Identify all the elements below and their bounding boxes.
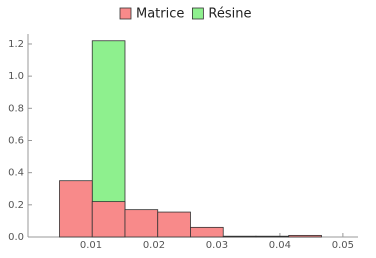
y-tick-label: 0.6 (8, 135, 24, 146)
x-tick-label: 0.05 (332, 240, 354, 251)
y-tick-label: 0.4 (8, 168, 24, 179)
bar (157, 211, 191, 238)
y-tick-label: 0.2 (8, 200, 24, 211)
y-tick-label: 1.0 (8, 71, 24, 82)
bar (222, 235, 257, 238)
bar (288, 234, 322, 238)
bar (190, 226, 224, 238)
x-tick-label: 0.02 (143, 240, 165, 251)
legend-swatch (119, 7, 132, 20)
x-tick-label: 0.04 (269, 240, 291, 251)
bar (255, 235, 290, 238)
bar (91, 201, 126, 238)
legend-label: Matrice (136, 7, 184, 22)
y-tick-label: 0.0 (8, 232, 24, 243)
legend: Matrice Résine (119, 7, 251, 22)
bar (124, 209, 159, 238)
y-tick-label: 0.8 (8, 103, 24, 114)
bar (59, 180, 93, 238)
legend-swatch (191, 7, 204, 20)
x-tick-label: 0.03 (206, 240, 228, 251)
x-tick-label: 0.01 (80, 240, 102, 251)
y-tick-label: 1.2 (8, 39, 24, 50)
legend-label: Résine (208, 7, 251, 22)
